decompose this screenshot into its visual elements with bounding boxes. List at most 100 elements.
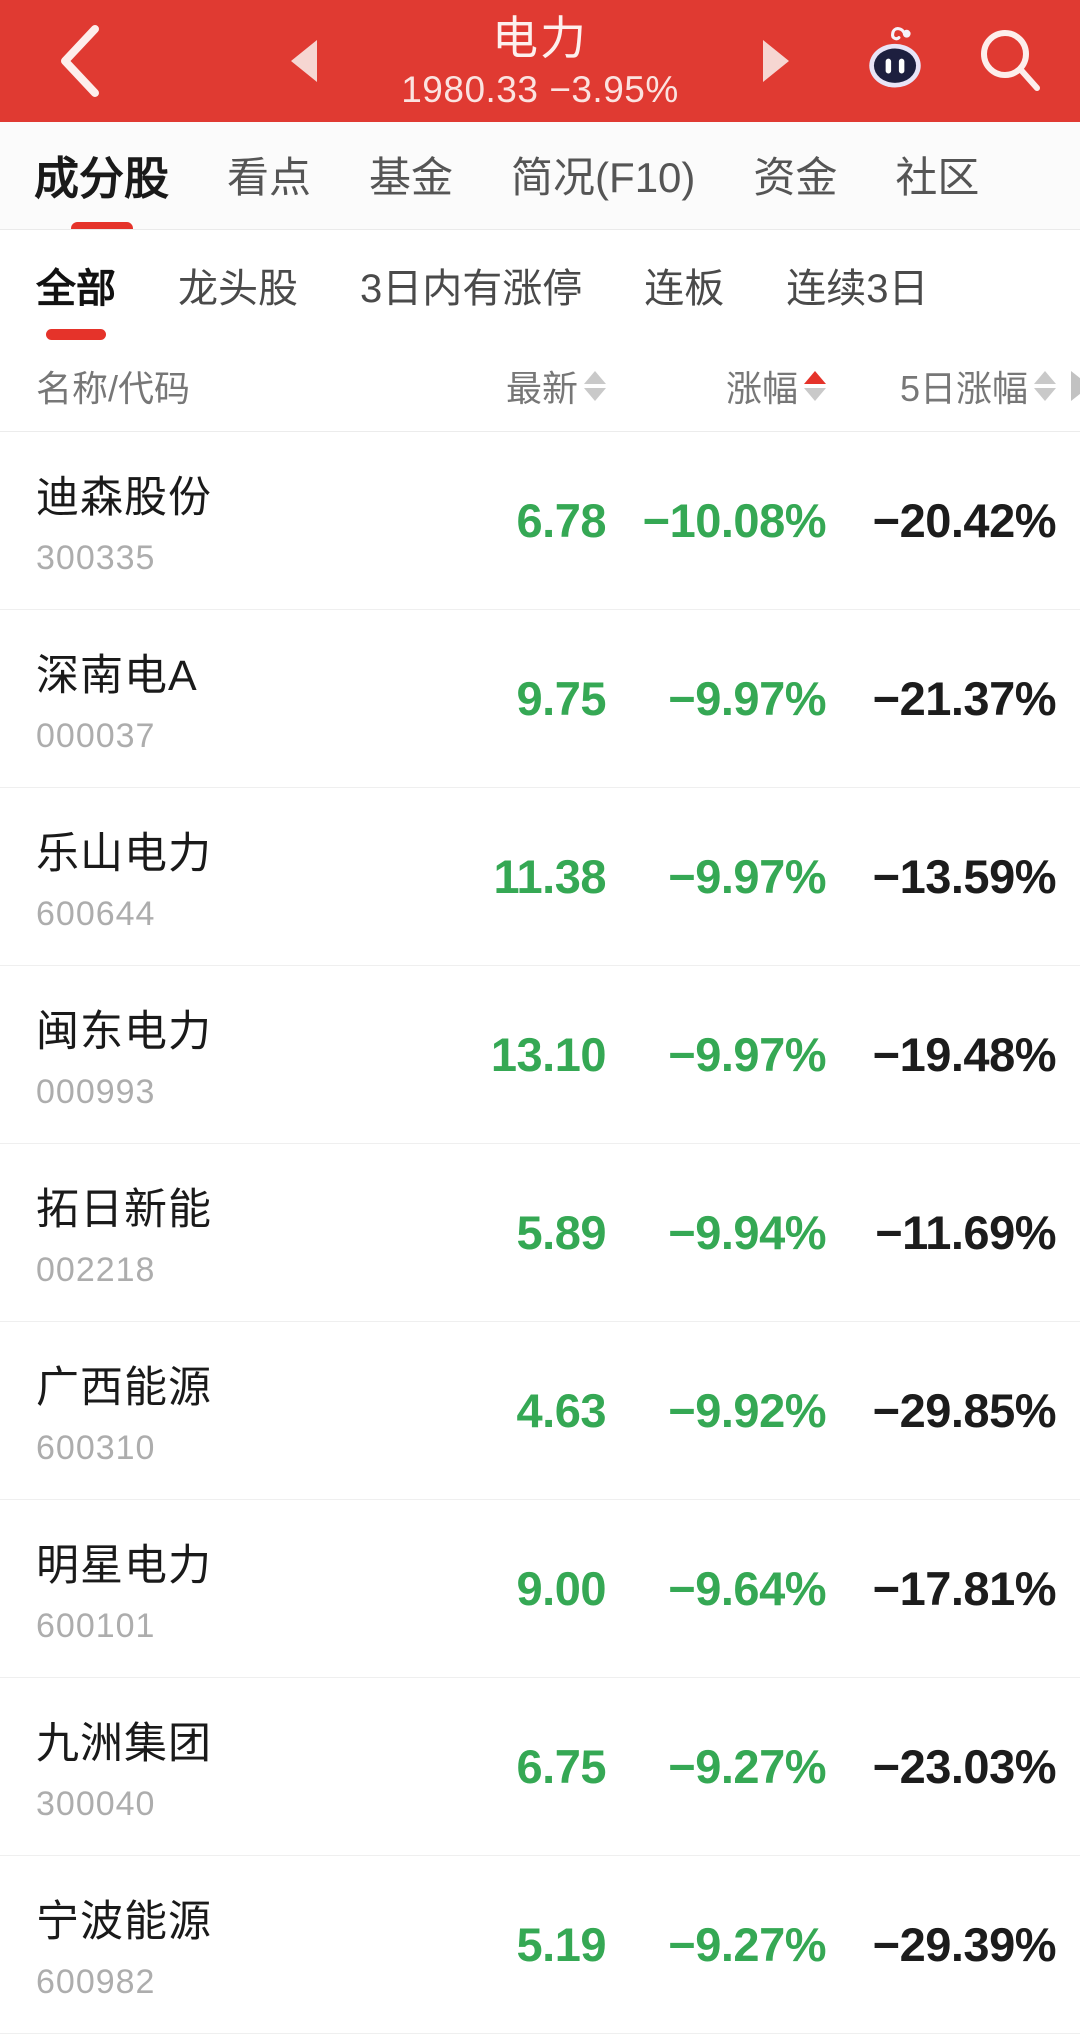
stock-code: 600644 [36,895,156,933]
cell-change-5d-pct: −17.81% [872,1562,1057,1615]
table-row[interactable]: 乐山电力 600644 11.38 −9.97% −13.59% [0,788,1080,966]
table-row[interactable]: 闽东电力 000993 13.10 −9.97% −19.48% [0,966,1080,1144]
active-tab-indicator [70,221,133,230]
filter-tab-lianban[interactable]: 连板 [644,267,725,311]
stock-identity: 宁波能源 600982 [36,1887,406,2002]
cell-latest-price: 5.89 [516,1206,607,1259]
back-button[interactable] [48,23,108,99]
stock-name: 拓日新能 [36,1186,212,1234]
sort-arrows-icon [1034,370,1056,401]
table-row[interactable]: 宁波能源 600982 5.19 −9.27% −29.39% [0,1856,1080,2034]
triangle-right-icon[interactable] [762,40,789,82]
tab-shequ[interactable]: 社区 [895,153,980,201]
stock-identity: 广西能源 600310 [36,1353,406,1468]
cell-change-pct: −10.08% [642,494,827,547]
stock-identity: 拓日新能 002218 [36,1175,406,1290]
cell-change-5d-pct: −11.69% [875,1206,1056,1259]
sort-arrows-icon [584,370,606,401]
app-header: 电力 1980.33 −3.95% [0,0,1080,122]
filter-tab-label: 全部 [36,267,116,311]
stock-code: 000037 [36,717,156,755]
column-header-change-label: 涨幅 [725,367,798,409]
cell-change-pct: −9.97% [668,1028,826,1081]
search-icon[interactable] [976,27,1044,95]
column-header-change[interactable]: 涨幅 [606,360,826,412]
stock-name: 明星电力 [36,1542,212,1590]
tab-kandian[interactable]: 看点 [227,153,312,201]
stock-code: 300335 [36,539,156,577]
tab-jijin[interactable]: 基金 [369,153,454,201]
tab-jiankuang-f10[interactable]: 简况(F10) [511,153,696,201]
filter-tab-all[interactable]: 全部 [36,256,116,340]
stock-list: 迪森股份 300335 6.78 −10.08% −20.42% 深南电A 00… [0,432,1080,2034]
cell-latest-price: 6.75 [516,1740,607,1793]
cell-change-pct: −9.92% [668,1384,826,1437]
stock-name: 乐山电力 [36,830,212,878]
stock-name: 闽东电力 [36,1008,212,1056]
cell-change-5d-pct: −29.85% [872,1384,1057,1437]
column-header-name-code: 名称/代码 [36,367,191,409]
chevron-right-icon[interactable] [1056,370,1080,401]
filter-tab-bar: 全部 龙头股 3日内有涨停 连板 连续3日 [0,230,1080,340]
stock-identity: 乐山电力 600644 [36,819,406,934]
cell-change-pct: −9.64% [668,1562,826,1615]
stock-code: 600982 [36,1963,156,2001]
sort-arrows-active-icon [804,370,826,401]
cell-change-5d-pct: −13.59% [872,850,1057,903]
index-quote: 1980.33 −3.95% [401,68,679,110]
tab-chengfengu[interactable]: 成分股 [34,142,170,230]
cell-latest-price: 11.38 [493,850,606,903]
cell-change-pct: −9.94% [668,1206,826,1259]
tab-label: 成分股 [34,152,170,204]
triangle-left-icon[interactable] [291,40,318,82]
table-row[interactable]: 拓日新能 002218 5.89 −9.94% −11.69% [0,1144,1080,1322]
cell-change-5d-pct: −23.03% [872,1740,1057,1793]
table-column-header: 名称/代码 最新 涨幅 5日涨幅 [0,340,1080,432]
stock-identity: 闽东电力 000993 [36,997,406,1112]
stock-code: 000993 [36,1073,156,1111]
filter-tab-longtougu[interactable]: 龙头股 [178,267,298,311]
chevron-left-icon [55,23,101,99]
stock-code: 300040 [36,1785,156,1823]
cell-change-pct: −9.27% [668,1740,826,1793]
table-row[interactable]: 九洲集团 300040 6.75 −9.27% −23.03% [0,1678,1080,1856]
stock-name: 深南电A [36,652,198,700]
cell-change-5d-pct: −19.48% [872,1028,1057,1081]
active-filter-indicator [46,329,106,340]
stock-code: 002218 [36,1251,156,1289]
stock-code: 600310 [36,1429,156,1467]
stock-name: 广西能源 [36,1364,212,1412]
cell-change-5d-pct: −20.42% [872,494,1057,547]
cell-latest-price: 5.19 [516,1918,607,1971]
stock-code: 600101 [36,1607,156,1645]
stock-name: 宁波能源 [36,1898,212,1946]
cell-change-pct: −9.27% [668,1918,826,1971]
column-header-latest-label: 最新 [505,367,578,409]
tab-zijin[interactable]: 资金 [753,153,838,201]
table-row[interactable]: 明星电力 600101 9.00 −9.64% −17.81% [0,1500,1080,1678]
stock-identity: 九洲集团 300040 [36,1709,406,1824]
filter-tab-3-consecutive-days[interactable]: 连续3日 [786,267,929,311]
robot-icon[interactable] [856,22,934,100]
cell-change-pct: −9.97% [668,672,826,725]
stock-identity: 迪森股份 300335 [36,463,406,578]
cell-latest-price: 13.10 [490,1028,607,1081]
stock-name: 迪森股份 [36,474,212,522]
stock-identity: 明星电力 600101 [36,1531,406,1646]
column-header-latest[interactable]: 最新 [406,360,606,412]
filter-tab-3day-limit-up[interactable]: 3日内有涨停 [360,267,583,311]
table-row[interactable]: 迪森股份 300335 6.78 −10.08% −20.42% [0,432,1080,610]
cell-latest-price: 9.75 [516,672,607,725]
stock-identity: 深南电A 000037 [36,641,406,756]
index-title-block[interactable]: 电力 1980.33 −3.95% [401,15,679,108]
cell-change-5d-pct: −29.39% [872,1918,1057,1971]
column-header-change-5d-label: 5日涨幅 [899,367,1028,409]
cell-latest-price: 6.78 [516,494,607,547]
cell-change-pct: −9.97% [668,850,826,903]
primary-tab-bar: 成分股 看点 基金 简况(F10) 资金 社区 [0,122,1080,230]
table-row[interactable]: 深南电A 000037 9.75 −9.97% −21.37% [0,610,1080,788]
table-row[interactable]: 广西能源 600310 4.63 −9.92% −29.85% [0,1322,1080,1500]
stock-name: 九洲集团 [36,1720,212,1768]
column-header-change-5d[interactable]: 5日涨幅 [826,360,1056,412]
cell-change-5d-pct: −21.37% [872,672,1057,725]
